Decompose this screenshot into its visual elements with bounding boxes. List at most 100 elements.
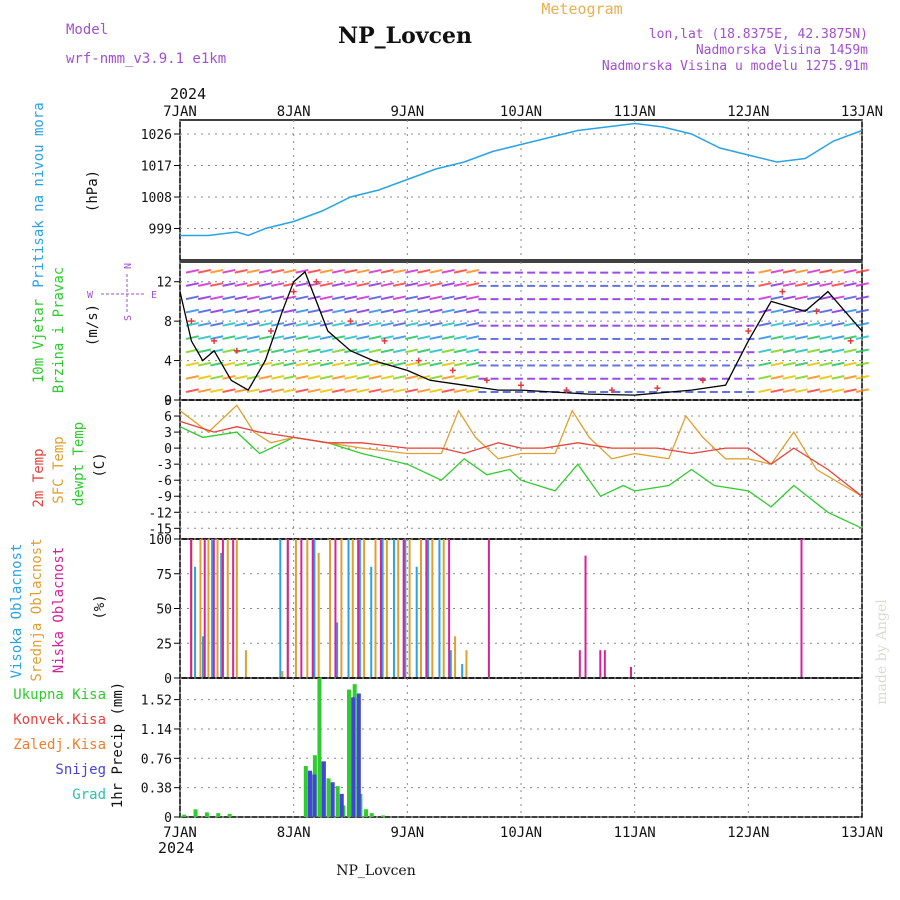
wind-arrow (794, 361, 809, 367)
wind-arrow (246, 282, 260, 287)
wind-arrow (380, 268, 394, 274)
wind-gust-marker (313, 278, 320, 285)
wind-arrow (356, 322, 370, 327)
wind-arrow (344, 268, 358, 274)
wind-arrow (356, 268, 370, 274)
wind-arrow (380, 388, 394, 393)
wind-arrow (465, 335, 480, 340)
wind-arrow (295, 361, 309, 367)
precip-ylabel: 1hr Precip (mm) (110, 682, 126, 808)
wind-arrow (344, 282, 358, 287)
wind-arrow (819, 348, 833, 354)
wind-arrow (344, 322, 358, 327)
wind-arrow (758, 268, 772, 274)
precip-bar (356, 693, 361, 817)
wind-arrow (307, 295, 321, 301)
cloud-ylabel-low: Niska Oblacnost (51, 547, 67, 673)
y-tick-label: 6 (164, 410, 172, 425)
pressure-unit: (hPa) (85, 170, 101, 212)
tsfc-line (179, 404, 863, 497)
wind-arrow (222, 268, 236, 274)
wind-arrow (429, 295, 443, 301)
precip-bar (321, 761, 326, 817)
wind-arrow (782, 375, 796, 380)
wind-arrow (843, 375, 857, 380)
wind-arrow (794, 348, 809, 354)
wind-arrow (331, 322, 346, 327)
wind-arrow (271, 375, 285, 380)
y-tick-label: -15 (149, 522, 172, 537)
wind-arrow (465, 308, 480, 314)
y-tick-label: 0 (164, 811, 172, 826)
wind-arrow (222, 361, 236, 367)
wind-arrow (258, 295, 273, 301)
wind-arrow (819, 375, 833, 380)
wind-arrow (441, 361, 455, 367)
wind-arrow (405, 268, 419, 274)
precip-bar (381, 815, 386, 817)
wind-arrow (855, 295, 869, 301)
day-tick-label-top: 9JAN (390, 104, 424, 120)
wind-arrow (368, 348, 382, 354)
wind-arrow (843, 388, 857, 393)
wind-arrow (368, 268, 382, 274)
wind-arrow (429, 282, 443, 287)
wind-arrow (283, 348, 297, 354)
wind-arrow (234, 268, 248, 274)
cloud-unit: (%) (92, 594, 108, 619)
day-tick-label-bottom: 10JAN (500, 825, 542, 841)
wind-arrow (197, 361, 212, 367)
wind-arrow (271, 361, 285, 367)
wind-arrow (295, 375, 309, 380)
wind-arrow (453, 322, 467, 327)
wind-arrow (417, 388, 431, 393)
wind-arrow (819, 282, 833, 287)
temp-unit: (C) (92, 452, 108, 477)
wind-arrow (356, 335, 370, 340)
wind-arrow (380, 282, 394, 287)
wind-arrow (417, 322, 431, 327)
product-label: Meteogram (541, 0, 622, 18)
wind-arrow (307, 308, 321, 314)
wind-arrow (344, 308, 358, 314)
wind-arrow (331, 282, 346, 287)
wind-arrow (307, 268, 321, 274)
wind-arrow (441, 322, 455, 327)
wind-arrow (392, 322, 407, 327)
y-tick-label: 0.38 (141, 782, 172, 797)
wind-arrow (307, 388, 321, 393)
precip-bar (312, 774, 317, 817)
wind-arrow (770, 308, 784, 314)
wind-arrow (258, 348, 273, 354)
wind-arrow (344, 335, 358, 340)
wind-arrow (441, 268, 455, 274)
precip-bar (204, 812, 209, 817)
wind-arrow (271, 348, 285, 354)
precip-bar (326, 778, 331, 817)
wind-arrow (819, 388, 833, 393)
precip-bar (307, 770, 312, 817)
wind-arrow (819, 322, 833, 327)
wind-arrow (392, 375, 407, 380)
wind-arrow (295, 268, 309, 274)
wind-arrow (819, 295, 833, 301)
wind-arrow (368, 375, 382, 380)
wind-arrow (319, 388, 333, 393)
wind-arrow (368, 295, 382, 301)
wind-arrow (819, 268, 833, 274)
wind-arrow (271, 295, 285, 301)
wind-arrow (807, 295, 821, 301)
wind-arrow (807, 322, 821, 327)
wind-arrow (185, 308, 199, 314)
wind-arrow (344, 388, 358, 393)
wind-arrow (258, 361, 273, 367)
wind-arrow (807, 361, 821, 367)
wind-arrow (429, 322, 443, 327)
wind-arrow (441, 375, 455, 380)
wind-arrow (344, 375, 358, 380)
day-tick-label-bottom: 9JAN (390, 825, 424, 841)
wind-gust-marker (188, 318, 195, 325)
wind-arrow (758, 375, 772, 380)
wind-arrow (246, 295, 260, 301)
